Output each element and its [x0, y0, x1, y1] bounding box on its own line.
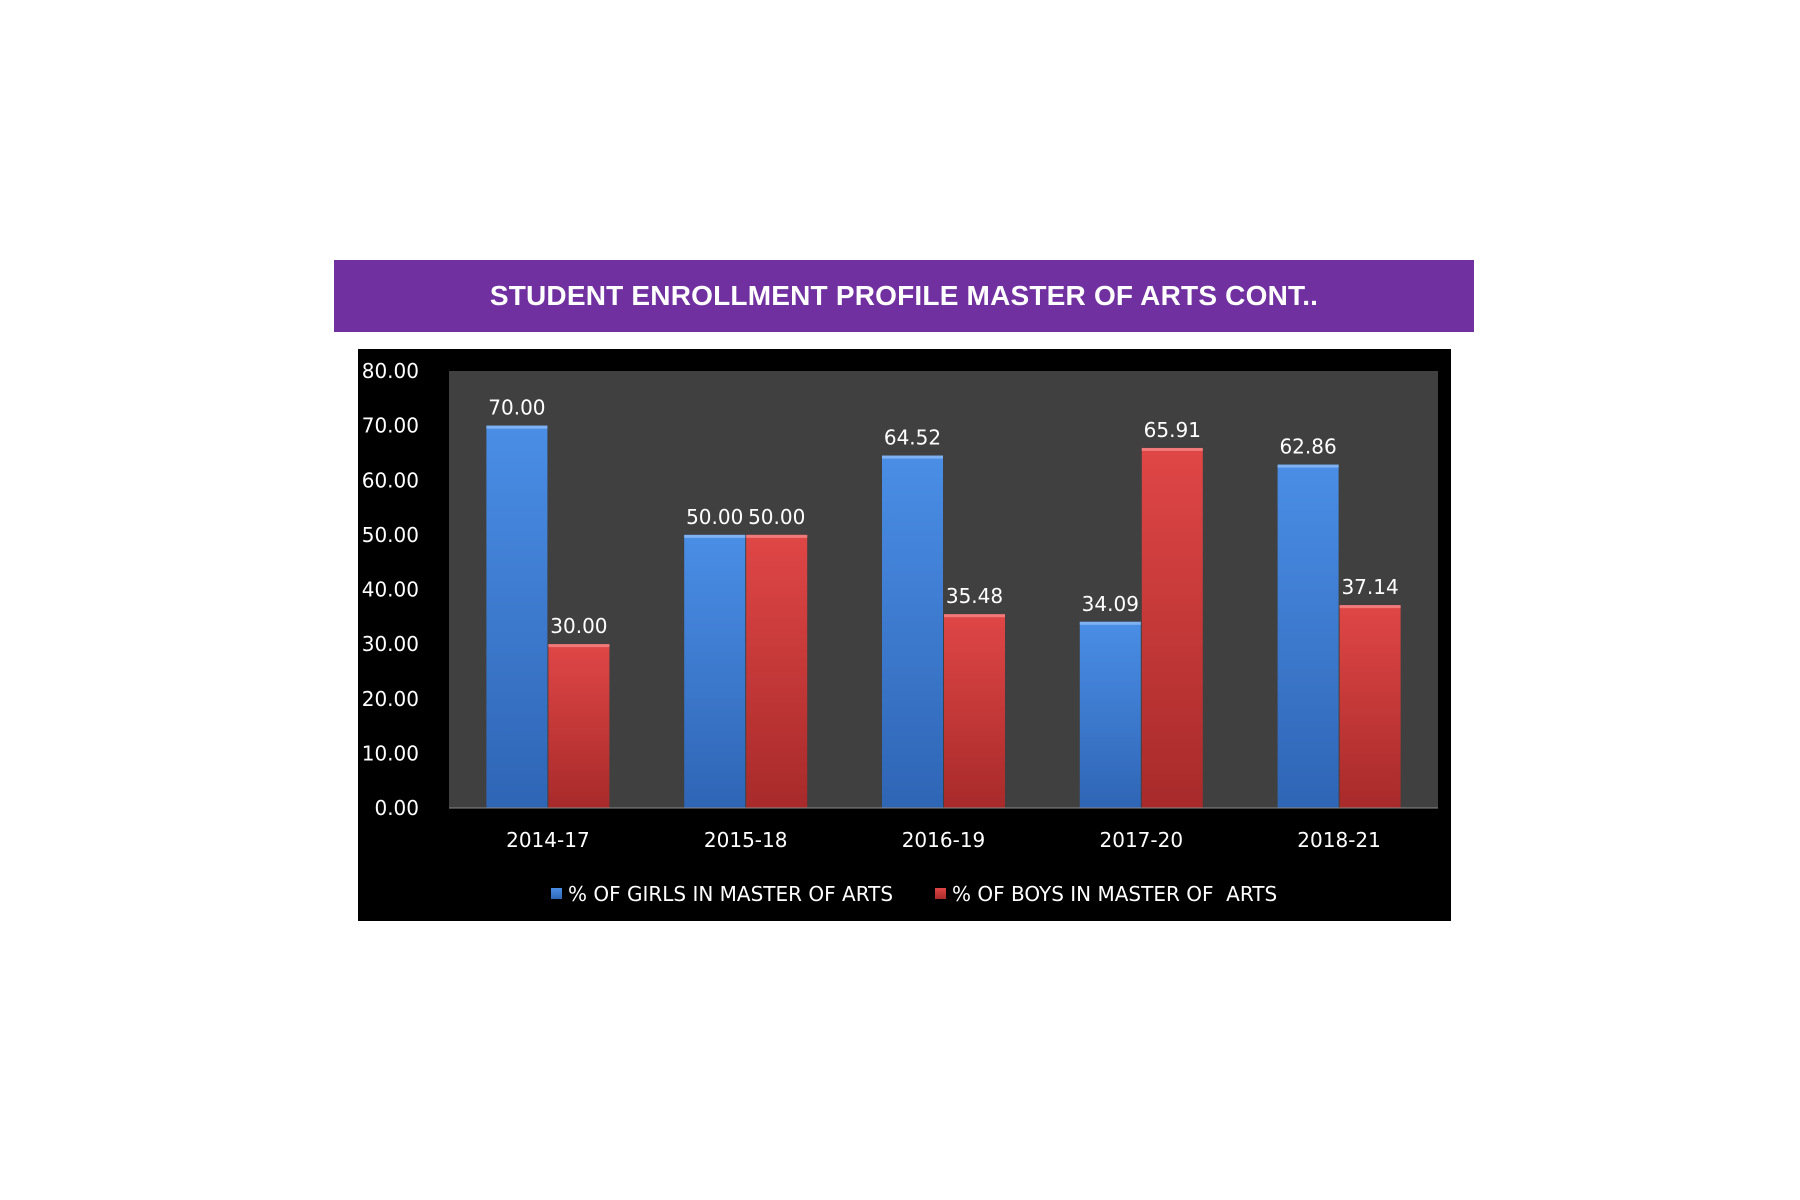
bar-girls — [684, 534, 746, 808]
plot-area — [449, 371, 1438, 808]
data-label-boys: 37.14 — [1341, 575, 1398, 599]
y-tick-label: 30.00 — [362, 632, 419, 656]
y-tick-label: 70.00 — [362, 414, 419, 438]
y-tick-label: 10.00 — [362, 741, 419, 765]
data-label-girls: 62.86 — [1279, 435, 1336, 459]
bar-girls-top — [1277, 464, 1339, 468]
legend-label-girls: % OF GIRLS IN MASTER OF ARTS — [568, 882, 893, 906]
y-tick-label: 80.00 — [362, 359, 419, 383]
data-label-boys: 30.00 — [550, 614, 607, 638]
x-tick-label: 2014-17 — [506, 828, 590, 852]
bar-boys-top — [746, 534, 808, 538]
x-tick-label: 2015-18 — [704, 828, 788, 852]
bar-girls-top — [882, 455, 943, 459]
bars — [486, 425, 1401, 808]
data-label-boys: 65.91 — [1144, 418, 1201, 442]
bar-chart: 0.00 10.00 20.00 30.00 40.00 50.00 60.00 70.00 8… — [358, 349, 1451, 921]
bar-boys-top — [1339, 605, 1401, 609]
data-labels: 70.00 30.00 50.00 50.00 64.52 35.48 34.09 65.91… — [488, 396, 1398, 639]
y-axis: 0.00 10.00 20.00 30.00 40.00 50.00 60.00 70.00 8… — [362, 359, 419, 820]
bar-boys — [944, 614, 1005, 808]
bar-boys — [746, 534, 808, 808]
bar-boys-top — [548, 644, 610, 648]
chart-title: STUDENT ENROLLMENT PROFILE MASTER OF ART… — [489, 280, 1319, 311]
y-tick-label: 0.00 — [374, 796, 419, 820]
y-tick-label: 40.00 — [362, 578, 419, 602]
bar-girls — [1277, 464, 1339, 808]
bar-boys — [1339, 605, 1401, 808]
bar-girls-top — [1079, 621, 1141, 625]
x-tick-label: 2018-21 — [1297, 828, 1381, 852]
bar-boys — [548, 644, 610, 808]
data-label-girls: 64.52 — [884, 426, 941, 450]
data-label-boys: 35.48 — [946, 584, 1003, 608]
bar-boys-top — [1141, 447, 1203, 451]
x-axis: 2014-17 2015-18 2016-19 2017-20 2018-21 — [506, 828, 1381, 852]
bar-boys-top — [944, 614, 1005, 618]
legend-swatch-girls — [551, 888, 562, 899]
bar-girls — [486, 425, 548, 808]
chart-title-banner: STUDENT ENROLLMENT PROFILE MASTER OF ART… — [334, 260, 1474, 332]
x-tick-label: 2016-19 — [902, 828, 986, 852]
data-label-boys: 50.00 — [748, 505, 805, 529]
x-tick-label: 2017-20 — [1100, 828, 1184, 852]
data-label-girls: 70.00 — [488, 396, 545, 420]
y-tick-label: 20.00 — [362, 687, 419, 711]
legend: % OF GIRLS IN MASTER OF ARTS % OF BOYS IN… — [551, 882, 1277, 906]
legend-swatch-boys — [935, 888, 946, 899]
y-tick-label: 50.00 — [362, 523, 419, 547]
data-label-girls: 34.09 — [1082, 592, 1139, 616]
y-tick-label: 60.00 — [362, 468, 419, 492]
bar-girls-top — [684, 534, 746, 538]
bar-girls — [882, 455, 943, 808]
bar-girls — [1079, 621, 1141, 808]
bar-girls-top — [486, 425, 548, 429]
bar-boys — [1141, 447, 1203, 808]
legend-label-boys: % OF BOYS IN MASTER OF ARTS — [952, 882, 1277, 906]
data-label-girls: 50.00 — [686, 505, 743, 529]
